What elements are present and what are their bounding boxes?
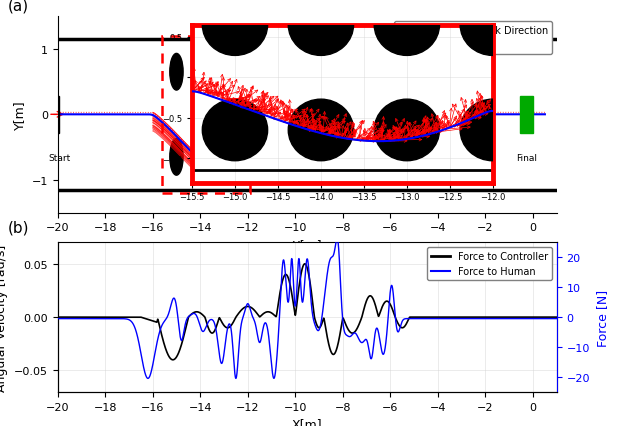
Circle shape: [312, 54, 326, 91]
Text: Final: Final: [516, 154, 537, 163]
Text: (a): (a): [8, 0, 29, 13]
Circle shape: [289, 139, 302, 176]
Circle shape: [241, 54, 255, 91]
Circle shape: [289, 54, 302, 91]
FancyBboxPatch shape: [45, 97, 59, 133]
Circle shape: [384, 139, 397, 176]
Legend: Force Feedback Direction, Path of N-F: Force Feedback Direction, Path of N-F: [394, 22, 552, 55]
Y-axis label: Angular Velocity [rad/s]: Angular Velocity [rad/s]: [0, 244, 8, 391]
Circle shape: [408, 139, 421, 176]
Circle shape: [241, 139, 255, 176]
Text: Start: Start: [49, 154, 71, 163]
Circle shape: [460, 0, 525, 56]
Circle shape: [336, 54, 349, 91]
Circle shape: [374, 0, 440, 56]
Circle shape: [170, 54, 183, 91]
Circle shape: [374, 100, 440, 161]
Circle shape: [202, 0, 268, 56]
Circle shape: [265, 54, 278, 91]
Circle shape: [288, 100, 353, 161]
Circle shape: [360, 139, 373, 176]
X-axis label: X[m]: X[m]: [292, 417, 323, 426]
FancyBboxPatch shape: [520, 97, 533, 133]
X-axis label: X[m]: X[m]: [292, 238, 323, 251]
Circle shape: [170, 139, 183, 176]
Circle shape: [312, 139, 326, 176]
Text: (b): (b): [8, 220, 29, 235]
Circle shape: [336, 139, 349, 176]
Circle shape: [265, 139, 278, 176]
Circle shape: [202, 100, 268, 161]
Legend: Force to Controller, Force to Human: Force to Controller, Force to Human: [427, 248, 552, 280]
Circle shape: [360, 54, 373, 91]
Circle shape: [193, 54, 207, 91]
Circle shape: [193, 139, 207, 176]
Y-axis label: Force [N]: Force [N]: [596, 289, 609, 346]
Circle shape: [218, 54, 230, 91]
Bar: [162, 37, 250, 193]
Circle shape: [288, 0, 353, 56]
Circle shape: [384, 54, 397, 91]
Y-axis label: Y[m]: Y[m]: [13, 100, 26, 130]
Circle shape: [218, 139, 230, 176]
Circle shape: [408, 54, 421, 91]
Circle shape: [460, 100, 525, 161]
